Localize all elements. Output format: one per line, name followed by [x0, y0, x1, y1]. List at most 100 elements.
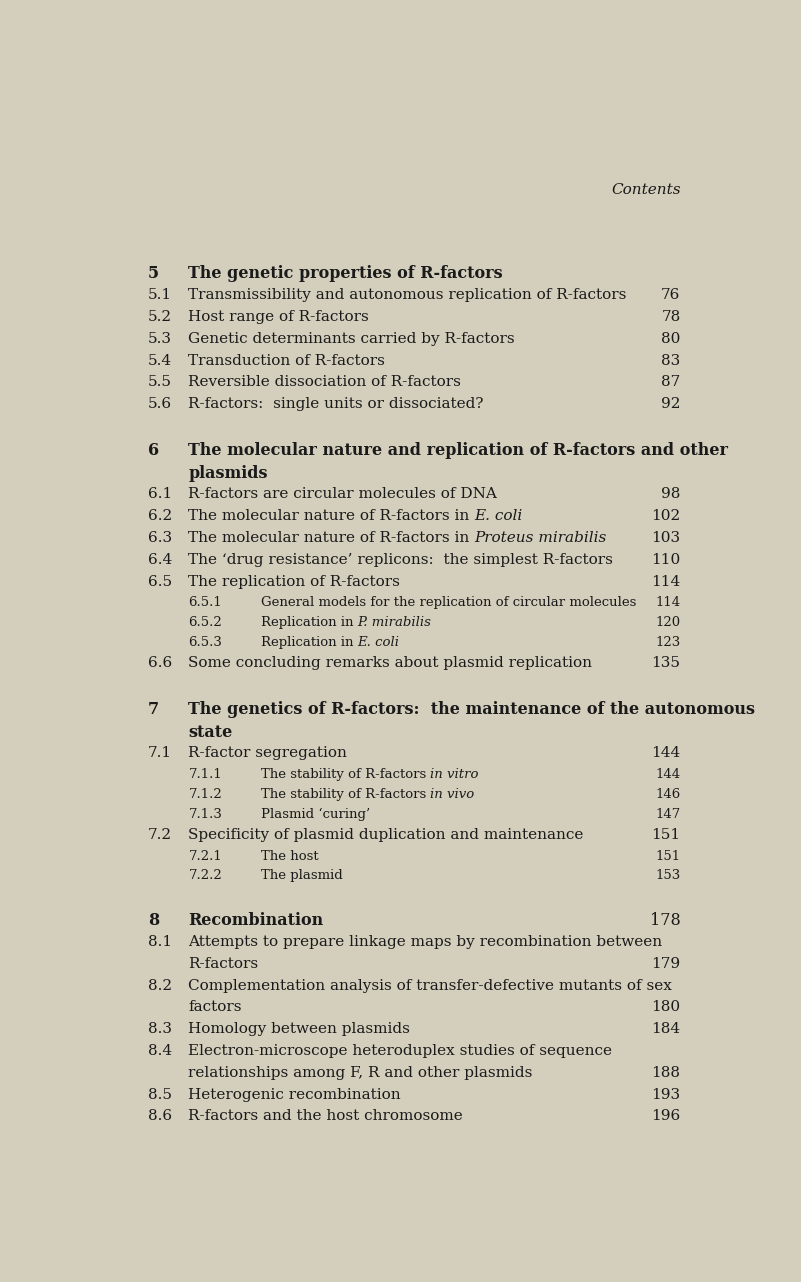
Text: 7.1: 7.1 [148, 746, 172, 760]
Text: 6.1: 6.1 [148, 487, 172, 501]
Text: The stability of R-factors: The stability of R-factors [260, 788, 430, 801]
Text: 8.5: 8.5 [148, 1087, 172, 1101]
Text: 8.4: 8.4 [148, 1044, 172, 1058]
Text: 8.3: 8.3 [148, 1022, 172, 1036]
Text: Attempts to prepare linkage maps by recombination between: Attempts to prepare linkage maps by reco… [188, 935, 662, 949]
Text: 98: 98 [661, 487, 681, 501]
Text: The genetic properties of R-factors: The genetic properties of R-factors [188, 265, 503, 282]
Text: factors: factors [188, 1000, 242, 1014]
Text: 5.4: 5.4 [148, 354, 172, 368]
Text: Proteus mirabilis: Proteus mirabilis [475, 531, 607, 545]
Text: state: state [188, 723, 233, 741]
Text: Plasmid ‘curing’: Plasmid ‘curing’ [260, 808, 370, 820]
Text: 87: 87 [662, 376, 681, 390]
Text: 83: 83 [662, 354, 681, 368]
Text: 114: 114 [655, 596, 681, 609]
Text: 6.6: 6.6 [148, 656, 172, 670]
Text: 153: 153 [655, 869, 681, 882]
Text: The ‘drug resistance’ replicons:  the simplest R-factors: The ‘drug resistance’ replicons: the sim… [188, 553, 614, 567]
Text: 6.5.2: 6.5.2 [188, 617, 222, 629]
Text: 7.1.2: 7.1.2 [188, 788, 222, 801]
Text: Complementation analysis of transfer-defective mutants of sex: Complementation analysis of transfer-def… [188, 978, 672, 992]
Text: 103: 103 [651, 531, 681, 545]
Text: 180: 180 [651, 1000, 681, 1014]
Text: 151: 151 [655, 850, 681, 863]
Text: 6.5: 6.5 [148, 574, 172, 588]
Text: in vivo: in vivo [430, 788, 474, 801]
Text: 6: 6 [148, 442, 159, 459]
Text: 120: 120 [655, 617, 681, 629]
Text: Some concluding remarks about plasmid replication: Some concluding remarks about plasmid re… [188, 656, 593, 670]
Text: Heterogenic recombination: Heterogenic recombination [188, 1087, 401, 1101]
Text: plasmids: plasmids [188, 465, 268, 482]
Text: 80: 80 [661, 332, 681, 346]
Text: 114: 114 [651, 574, 681, 588]
Text: in vitro: in vitro [430, 768, 478, 781]
Text: 5.1: 5.1 [148, 288, 172, 303]
Text: E. coli: E. coli [357, 636, 400, 649]
Text: 8: 8 [148, 913, 159, 929]
Text: Host range of R-factors: Host range of R-factors [188, 310, 369, 324]
Text: 6.3: 6.3 [148, 531, 172, 545]
Text: 144: 144 [655, 768, 681, 781]
Text: Replication in: Replication in [260, 636, 357, 649]
Text: R-factors are circular molecules of DNA: R-factors are circular molecules of DNA [188, 487, 497, 501]
Text: Specificity of plasmid duplication and maintenance: Specificity of plasmid duplication and m… [188, 828, 584, 842]
Text: E. coli: E. coli [475, 509, 523, 523]
Text: 7.1.1: 7.1.1 [188, 768, 222, 781]
Text: 5.3: 5.3 [148, 332, 172, 346]
Text: Genetic determinants carried by R-factors: Genetic determinants carried by R-factor… [188, 332, 515, 346]
Text: Transduction of R-factors: Transduction of R-factors [188, 354, 385, 368]
Text: 135: 135 [651, 656, 681, 670]
Text: 8.2: 8.2 [148, 978, 172, 992]
Text: 147: 147 [655, 808, 681, 820]
Text: P. mirabilis: P. mirabilis [357, 617, 431, 629]
Text: relationships among F, R and other plasmids: relationships among F, R and other plasm… [188, 1065, 533, 1079]
Text: 78: 78 [662, 310, 681, 324]
Text: 110: 110 [651, 553, 681, 567]
Text: 7.2: 7.2 [148, 828, 172, 842]
Text: Homology between plasmids: Homology between plasmids [188, 1022, 410, 1036]
Text: Reversible dissociation of R-factors: Reversible dissociation of R-factors [188, 376, 461, 390]
Text: 92: 92 [661, 397, 681, 412]
Text: Contents: Contents [611, 183, 681, 197]
Text: 151: 151 [651, 828, 681, 842]
Text: Recombination: Recombination [188, 913, 324, 929]
Text: 193: 193 [651, 1087, 681, 1101]
Text: 76: 76 [661, 288, 681, 303]
Text: The replication of R-factors: The replication of R-factors [188, 574, 400, 588]
Text: 6.2: 6.2 [148, 509, 172, 523]
Text: 5: 5 [148, 265, 159, 282]
Text: 102: 102 [651, 509, 681, 523]
Text: R-factors and the host chromosome: R-factors and the host chromosome [188, 1109, 463, 1123]
Text: The molecular nature and replication of R-factors and other: The molecular nature and replication of … [188, 442, 728, 459]
Text: 7.2.1: 7.2.1 [188, 850, 222, 863]
Text: 178: 178 [650, 913, 681, 929]
Text: R-factors:  single units or dissociated?: R-factors: single units or dissociated? [188, 397, 484, 412]
Text: 5.2: 5.2 [148, 310, 172, 324]
Text: 144: 144 [651, 746, 681, 760]
Text: 5.6: 5.6 [148, 397, 172, 412]
Text: 6.5.3: 6.5.3 [188, 636, 223, 649]
Text: 146: 146 [655, 788, 681, 801]
Text: Transmissibility and autonomous replication of R-factors: Transmissibility and autonomous replicat… [188, 288, 627, 303]
Text: 123: 123 [655, 636, 681, 649]
Text: 179: 179 [651, 956, 681, 970]
Text: R-factors: R-factors [188, 956, 259, 970]
Text: The plasmid: The plasmid [260, 869, 342, 882]
Text: 6.5.1: 6.5.1 [188, 596, 222, 609]
Text: 7: 7 [148, 701, 159, 718]
Text: The stability of R-factors: The stability of R-factors [260, 768, 430, 781]
Text: Electron-microscope heteroduplex studies of sequence: Electron-microscope heteroduplex studies… [188, 1044, 613, 1058]
Text: 7.1.3: 7.1.3 [188, 808, 223, 820]
Text: The molecular nature of R-factors in: The molecular nature of R-factors in [188, 509, 475, 523]
Text: General models for the replication of circular molecules: General models for the replication of ci… [260, 596, 636, 609]
Text: 5.5: 5.5 [148, 376, 172, 390]
Text: The genetics of R-factors:  the maintenance of the autonomous: The genetics of R-factors: the maintenan… [188, 701, 755, 718]
Text: R-factor segregation: R-factor segregation [188, 746, 348, 760]
Text: 184: 184 [651, 1022, 681, 1036]
Text: 7.2.2: 7.2.2 [188, 869, 222, 882]
Text: The host: The host [260, 850, 318, 863]
Text: Replication in: Replication in [260, 617, 357, 629]
Text: 8.6: 8.6 [148, 1109, 172, 1123]
